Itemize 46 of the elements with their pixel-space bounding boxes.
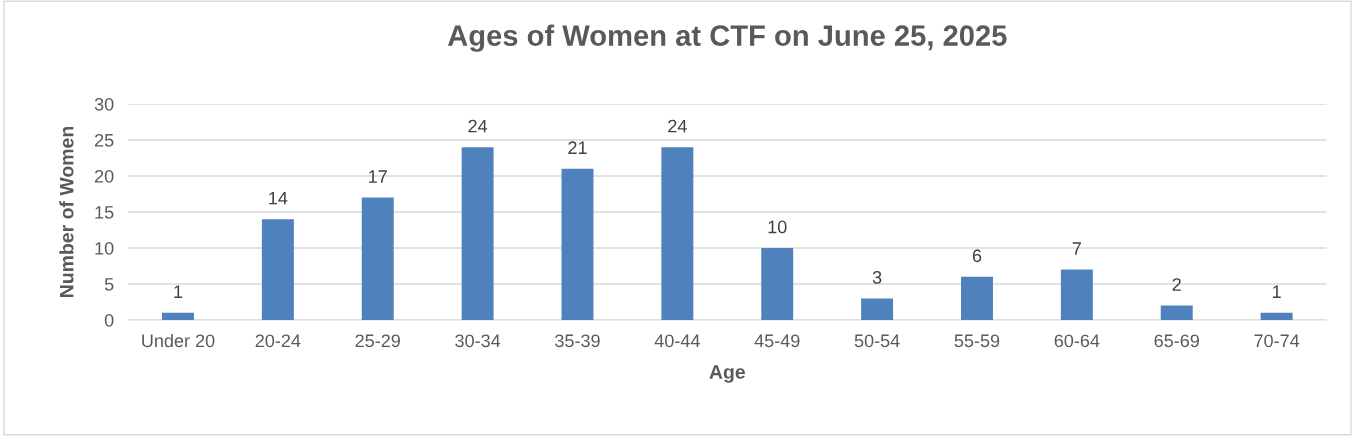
bar <box>761 248 794 321</box>
data-label: 3 <box>872 270 882 284</box>
chart-title: Ages of Women at CTF on June 25, 2025 <box>447 24 1007 52</box>
y-tick-label: 10 <box>95 241 114 255</box>
y-tick-label: 20 <box>94 169 114 183</box>
bar <box>1060 269 1093 321</box>
y-axis-title: Number of Women <box>59 126 74 297</box>
bar <box>361 197 394 321</box>
data-label: 6 <box>972 249 982 263</box>
bar <box>561 168 594 321</box>
data-label: 14 <box>269 191 288 205</box>
x-tick-label: 20-24 <box>255 334 301 348</box>
bar <box>961 276 993 321</box>
data-label: 17 <box>369 170 387 183</box>
x-tick-label: 55-59 <box>954 334 1000 348</box>
bar <box>1160 305 1193 321</box>
y-tick-label: 25 <box>94 133 114 147</box>
x-axis-title: Age <box>709 365 745 383</box>
bar <box>261 219 294 321</box>
bar <box>162 312 194 321</box>
x-tick-label: 65-69 <box>1154 334 1199 348</box>
data-label: 1 <box>1272 285 1281 298</box>
data-label: 21 <box>568 141 587 154</box>
x-tick-label: 70-74 <box>1254 334 1300 348</box>
x-tick-label: 25-29 <box>355 334 400 348</box>
bar <box>661 147 694 321</box>
x-tick-label: 45-49 <box>754 334 800 348</box>
bar <box>861 298 894 321</box>
data-label: 2 <box>1172 278 1181 291</box>
x-tick-label: 35-39 <box>555 334 600 348</box>
data-label: 24 <box>668 119 687 133</box>
data-label: 10 <box>768 220 787 234</box>
y-tick-label: 5 <box>104 278 114 291</box>
data-label: 24 <box>468 119 488 133</box>
data-label: 7 <box>1072 242 1081 255</box>
y-tick-label: 15 <box>95 206 114 219</box>
x-tick-label: 50-54 <box>854 334 900 348</box>
y-tick-label: 0 <box>104 313 114 327</box>
x-tick-label: 40-44 <box>654 334 700 348</box>
x-tick-label: Under 20 <box>142 333 215 348</box>
x-tick-label: 30-34 <box>455 334 501 348</box>
y-tick-label: 30 <box>94 97 114 111</box>
bar <box>461 147 494 321</box>
bar <box>1260 312 1293 321</box>
data-label: 1 <box>174 285 183 298</box>
x-tick-label: 60-64 <box>1054 334 1100 348</box>
